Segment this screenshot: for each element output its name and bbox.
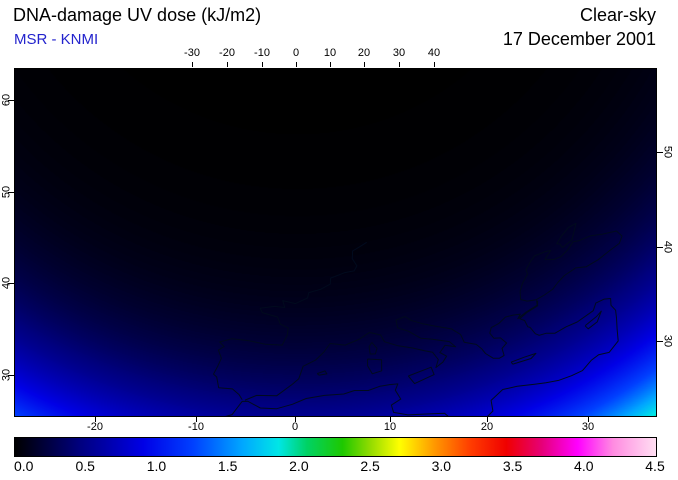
figure-title: DNA-damage UV dose (kJ/m2) xyxy=(13,5,262,25)
coastlines-overlay xyxy=(213,222,623,416)
top-axis-tick-mark xyxy=(330,62,331,67)
colorbar xyxy=(14,437,657,457)
left-axis-tick-label: 30 xyxy=(0,368,13,382)
bottom-axis-tick-mark xyxy=(95,417,96,422)
map-plot-area xyxy=(14,68,657,417)
top-axis-tick-mark xyxy=(296,62,297,67)
colorbar-tick-label: 3.5 xyxy=(502,458,523,474)
top-axis-tick-label: 30 xyxy=(392,47,406,59)
right-axis-tick-label: 30 xyxy=(661,334,674,348)
top-axis-tick-label: 40 xyxy=(427,47,441,59)
top-axis-tick-mark xyxy=(192,62,193,67)
colorbar-tick-label: 0.0 xyxy=(14,458,34,474)
bottom-axis-tick-mark xyxy=(487,417,488,422)
uv-dose-heatmap xyxy=(15,69,656,416)
left-axis-tick-label: 60 xyxy=(0,93,13,107)
top-axis-tick-label: 10 xyxy=(323,47,337,59)
bottom-axis-tick-mark xyxy=(588,417,589,422)
colorbar-tick-label: 2.5 xyxy=(360,458,380,474)
bottom-axis-tick-label: -10 xyxy=(188,421,204,433)
right-axis-tick-mark xyxy=(657,152,663,153)
top-axis-tick-label: -30 xyxy=(184,47,200,59)
bottom-axis-tick-label: 10 xyxy=(383,421,397,433)
right-axis-tick-label: 40 xyxy=(661,240,674,254)
top-axis-tick-label: -10 xyxy=(254,47,270,59)
top-axis-tick-mark xyxy=(227,62,228,67)
colorbar-tick-label: 2.0 xyxy=(289,458,309,474)
colorbar-tick-label: 1.0 xyxy=(146,458,167,474)
sky-condition-label: Clear-sky xyxy=(579,5,656,25)
colorbar-tick-label: 4.5 xyxy=(645,458,665,474)
colorbar-gradient xyxy=(15,438,656,456)
bottom-axis-tick-label: -20 xyxy=(87,421,103,433)
top-axis-tick-label: -20 xyxy=(219,47,235,59)
source-label: MSR - KNMI xyxy=(14,31,99,48)
top-axis-tick-label: 20 xyxy=(357,47,371,59)
bottom-axis-tick-mark xyxy=(295,417,296,422)
top-axis-tick-mark xyxy=(399,62,400,67)
top-axis-tick-mark xyxy=(262,62,263,67)
bottom-axis-tick-label: 20 xyxy=(480,421,494,433)
top-axis-tick-mark xyxy=(364,62,365,67)
colorbar-tick-label: 0.5 xyxy=(75,458,95,474)
left-axis-tick-label: 50 xyxy=(0,185,13,199)
colorbar-tick-label: 3.0 xyxy=(431,458,452,474)
bottom-axis-tick-mark xyxy=(390,417,391,422)
top-axis-tick-label: 0 xyxy=(292,47,300,59)
left-axis-tick-label: 40 xyxy=(0,276,13,290)
bottom-axis-tick-label: 30 xyxy=(581,421,595,433)
right-axis-tick-mark xyxy=(657,247,663,248)
bottom-axis-tick-mark xyxy=(196,417,197,422)
date-label: 17 December 2001 xyxy=(502,29,656,49)
right-axis-tick-label: 50 xyxy=(661,145,674,159)
colorbar-tick-label: 4.0 xyxy=(574,458,594,474)
coastline-path xyxy=(213,222,623,416)
colorbar-tick-label: 1.5 xyxy=(217,458,238,474)
top-axis-tick-mark xyxy=(434,62,435,67)
right-axis-tick-mark xyxy=(657,341,663,342)
bottom-axis-tick-label: 0 xyxy=(291,421,299,433)
